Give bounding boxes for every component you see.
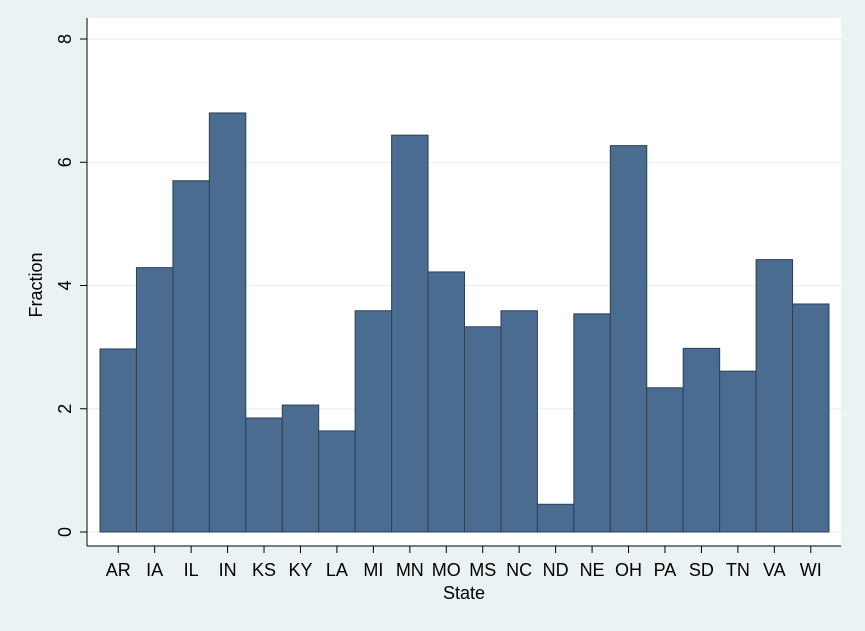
x-tick-label: IL — [184, 560, 199, 580]
x-tick-label: NC — [506, 560, 532, 580]
y-tick-label: 0 — [55, 527, 75, 537]
x-tick-label: NE — [580, 560, 605, 580]
x-axis-title: State — [443, 583, 485, 603]
bar — [135, 267, 174, 533]
x-tick-label: IA — [146, 560, 163, 580]
x-tick-label: VA — [763, 560, 786, 580]
y-tick-label: 8 — [55, 34, 75, 44]
bar — [573, 313, 611, 533]
x-tick-label: LA — [326, 560, 348, 580]
bar — [208, 112, 247, 533]
x-tick-label: KY — [288, 560, 312, 580]
y-tick-label: 4 — [55, 280, 75, 290]
x-tick-label: MN — [396, 560, 424, 580]
x-tick-label: TN — [726, 560, 750, 580]
bar — [245, 417, 283, 533]
y-axis-title: Fraction — [26, 252, 46, 317]
bar — [609, 145, 648, 533]
x-tick-label: MI — [363, 560, 383, 580]
x-tick-label: OH — [615, 560, 642, 580]
bar — [682, 347, 721, 533]
bar — [719, 370, 757, 533]
bar — [464, 326, 502, 533]
y-tick-label: 2 — [55, 404, 75, 414]
x-tick-label: MO — [432, 560, 461, 580]
bar — [792, 303, 830, 533]
x-tick-label: KS — [252, 560, 276, 580]
bar — [281, 404, 320, 533]
x-tick-label: PA — [654, 560, 677, 580]
bar — [755, 259, 794, 533]
bar — [427, 271, 465, 533]
bar — [354, 310, 393, 533]
y-tick-label: 6 — [55, 157, 75, 167]
bar — [172, 180, 210, 533]
x-tick-label: IN — [219, 560, 237, 580]
bar — [646, 387, 684, 533]
x-tick-label: ND — [543, 560, 569, 580]
bar — [500, 310, 538, 533]
x-tick-label: MS — [469, 560, 496, 580]
bar — [536, 503, 575, 533]
bar — [99, 348, 137, 533]
bar — [318, 430, 356, 533]
x-tick-label: SD — [689, 560, 714, 580]
x-tick-label: WI — [800, 560, 822, 580]
bar — [391, 134, 429, 533]
x-tick-label: AR — [106, 560, 131, 580]
